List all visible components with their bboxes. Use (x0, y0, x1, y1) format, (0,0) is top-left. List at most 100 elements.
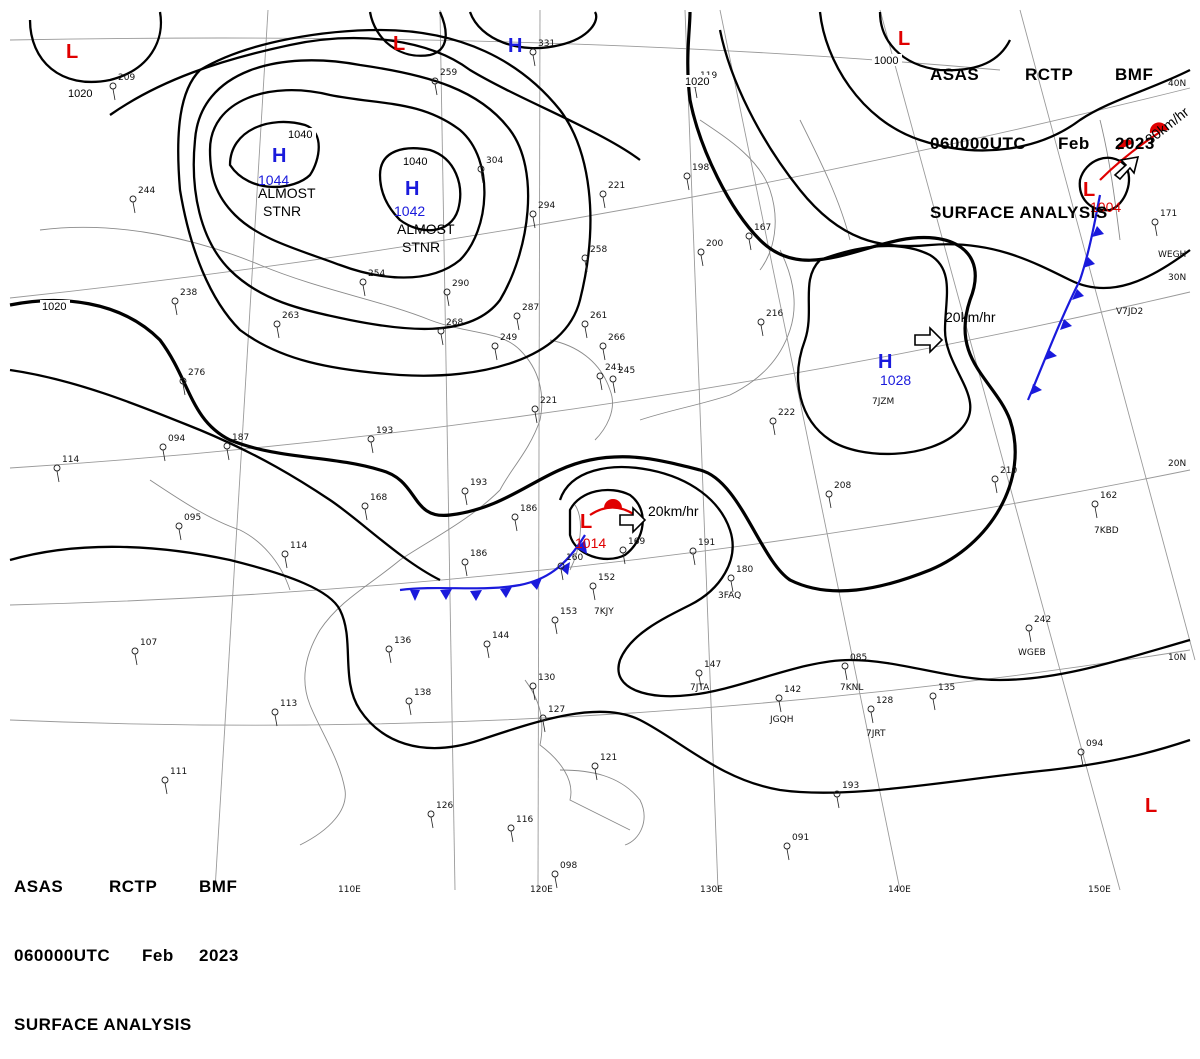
station-pressure: 258 (590, 245, 607, 255)
weather-map: 209 259 331 244 238 263 254 290 268 249 287 261 266 2… (9, 9, 1196, 895)
station-plot: 7JRT (866, 729, 886, 739)
movement-note: STNR (263, 203, 301, 219)
station-plot: 259 (431, 68, 457, 96)
wind-barb (612, 381, 616, 394)
station-pressure: 331 (538, 39, 555, 49)
header-line-2: 060000UTC Feb 2023 (930, 134, 1155, 153)
header-line-2: 060000UTC Feb 2023 (14, 946, 239, 965)
station-plot: 116 (507, 815, 533, 843)
high-pressure-center: H (508, 35, 522, 57)
wind-barb (178, 528, 182, 541)
station-plot: 130 (529, 673, 555, 701)
wind-barb (182, 383, 186, 396)
station-plot: 136 (385, 636, 411, 664)
station-plot: 238 (171, 288, 197, 316)
wind-barb (510, 830, 514, 843)
ship-callsign: WGEB (1018, 648, 1046, 658)
movement-note: STNR (402, 239, 440, 255)
station-pressure: 304 (486, 156, 503, 166)
station-plot: 147 (695, 660, 721, 688)
wind-barb (694, 86, 698, 99)
station-plot: 221 (599, 181, 625, 209)
wind-barb (532, 216, 536, 229)
station-pressure: 241 (605, 363, 622, 373)
station-pressure: 186 (520, 504, 537, 514)
station-pressure: 094 (168, 434, 185, 444)
high-pressure-center: H 1042 ALMOST STNR (394, 178, 455, 255)
station-pressure: 160 (566, 553, 583, 563)
station-pressure: 167 (754, 223, 771, 233)
ship-callsign: 7JRT (866, 729, 886, 739)
wind-barb (226, 448, 230, 461)
ship-callsign: V7JD2 (1116, 307, 1143, 317)
latitude-label: 20N (1168, 459, 1186, 469)
station-pressure: 107 (140, 638, 157, 648)
wind-barb (836, 796, 840, 809)
station-plot: 208 (825, 481, 851, 509)
wind-barb (844, 668, 848, 681)
station-plot: 168 (361, 493, 387, 521)
station-pressure: 091 (792, 833, 809, 843)
low-pressure-center: L (1145, 795, 1157, 817)
station-plot: 276 (179, 368, 205, 396)
station-pressure: 085 (850, 653, 867, 663)
station-plot: 121 (591, 753, 617, 781)
wind-barb (516, 318, 520, 331)
station-pressure: 135 (938, 683, 955, 693)
station-pressure: 287 (522, 303, 539, 313)
station-pressure: 259 (440, 68, 457, 78)
station-plot: 242 (1025, 615, 1051, 643)
station-plot: 094 (159, 434, 185, 462)
high-symbol: H (508, 35, 522, 57)
station-plot: 216 (757, 309, 783, 337)
wind-barb (599, 378, 603, 391)
low-pressure-center: L (66, 41, 78, 63)
station-plot: WGEB (1018, 648, 1046, 658)
station-pressure: 191 (698, 538, 715, 548)
station-plot: 107 (131, 638, 157, 666)
header-line-3: SURFACE ANALYSIS (14, 1015, 192, 1034)
station-plot: 186 (511, 504, 537, 532)
station-plot: 095 (175, 513, 201, 541)
station-plot: 7KBD (1094, 526, 1119, 536)
wind-barb (602, 348, 606, 361)
station-pressure: 245 (618, 366, 635, 376)
coastlines (39, 119, 1121, 846)
wind-barb (440, 333, 444, 346)
wind-barb (786, 848, 790, 861)
longitude-label: 150E (1088, 885, 1111, 895)
station-pressure: 221 (540, 396, 557, 406)
station-plot: 222 (769, 408, 795, 436)
station-pressure: 114 (290, 541, 307, 551)
station-pressure: 242 (1034, 615, 1051, 625)
station-pressure: 294 (538, 201, 555, 211)
station-plot: 144 (483, 631, 509, 659)
station-pressure: 130 (538, 673, 555, 683)
wind-barb (464, 564, 468, 577)
station-plot: 142 (775, 685, 801, 713)
station-plot: 113 (271, 699, 297, 727)
wind-barb (594, 768, 598, 781)
station-pressure: 168 (370, 493, 387, 503)
wind-barb (748, 238, 752, 251)
station-plot: 098 (551, 861, 577, 889)
low-pressure-center: L (393, 33, 405, 55)
station-plot: 290 (443, 279, 469, 307)
wind-barb (542, 720, 546, 733)
wind-barb (134, 653, 138, 666)
station-pressure: 136 (394, 636, 411, 646)
isobar-label: 1040 (403, 156, 427, 168)
wind-barb (760, 324, 764, 337)
station-plot: 193 (367, 426, 393, 454)
central-pressure: 1044 (258, 172, 289, 188)
low-pressure-center: L (898, 28, 910, 50)
central-pressure: 1014 (575, 535, 606, 551)
header-bottom: ASAS RCTP BMF 060000UTC Feb 2023 SURFACE ANA… (14, 829, 239, 1059)
fronts (399, 122, 1168, 601)
header-line-3: SURFACE ANALYSIS (930, 203, 1108, 222)
station-plot: 126 (427, 801, 453, 829)
station-plot: 111 (161, 767, 187, 795)
central-pressure: 1028 (880, 372, 911, 388)
station-plot: 180 (727, 565, 753, 593)
isobar-label-bg (66, 87, 96, 99)
